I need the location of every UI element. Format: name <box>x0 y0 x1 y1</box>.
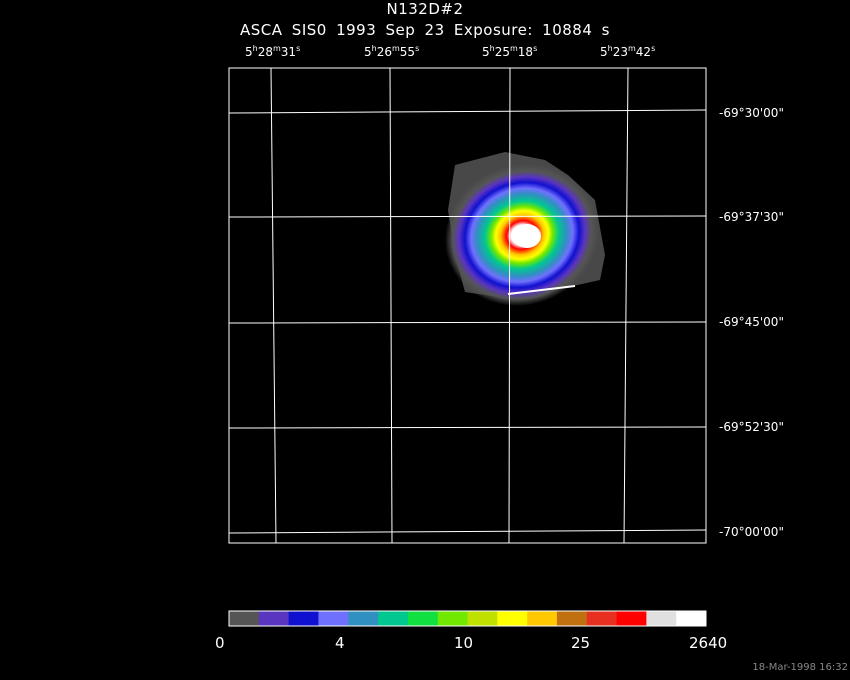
ra-label-1: 5h28m31s <box>245 44 301 59</box>
plot-frame <box>228 67 707 544</box>
ra-label-2: 5h26m55s <box>364 44 420 59</box>
timestamp: 18-Mar-1998 16:32 <box>752 662 848 673</box>
colorbar-swatch <box>288 611 319 626</box>
colorbar-swatch <box>616 611 647 626</box>
coordinate-grid <box>228 67 707 544</box>
colorbar-swatch <box>229 611 260 626</box>
dec-label-1: -69°30'00" <box>719 106 784 120</box>
colorbar-swatch <box>258 611 290 626</box>
colorbar-swatch <box>676 611 707 626</box>
colorbar-label-0: 0 <box>215 634 225 652</box>
colorbar-swatch <box>497 611 528 626</box>
colorbar-swatch <box>556 611 588 626</box>
colorbar-label-1: 4 <box>335 634 345 652</box>
dec-label-2: -69°37'30" <box>719 210 784 224</box>
colorbar-border <box>228 610 707 627</box>
colorbar-swatch <box>348 611 379 626</box>
ra-label-4: 5h23m42s <box>600 44 656 59</box>
colorbar-swatch <box>437 611 468 626</box>
colorbar-label-4: 2640 <box>689 634 728 652</box>
colorbar-swatch <box>467 611 498 626</box>
dec-label-5: -70°00'00" <box>719 525 784 539</box>
observation-subtitle: ASCA SIS0 1993 Sep 23 Exposure: 10884 s <box>240 21 610 39</box>
image-title: N132D#2 <box>386 0 464 18</box>
xray-source-emission <box>444 152 605 306</box>
dec-label-3: -69°45'00" <box>719 315 784 329</box>
ra-label-3: 5h25m18s <box>482 44 538 59</box>
colorbar-swatch <box>378 611 409 626</box>
colorbar-label-3: 25 <box>571 634 591 652</box>
colorbar-swatch <box>527 611 558 626</box>
colorbar-label-2: 10 <box>454 634 474 652</box>
colorbar-swatch <box>407 611 439 626</box>
colorbar-swatch <box>646 611 677 626</box>
colorbar <box>228 610 707 627</box>
colorbar-swatch <box>318 611 349 626</box>
dec-label-4: -69°52'30" <box>719 420 784 434</box>
colorbar-swatch <box>586 611 618 626</box>
